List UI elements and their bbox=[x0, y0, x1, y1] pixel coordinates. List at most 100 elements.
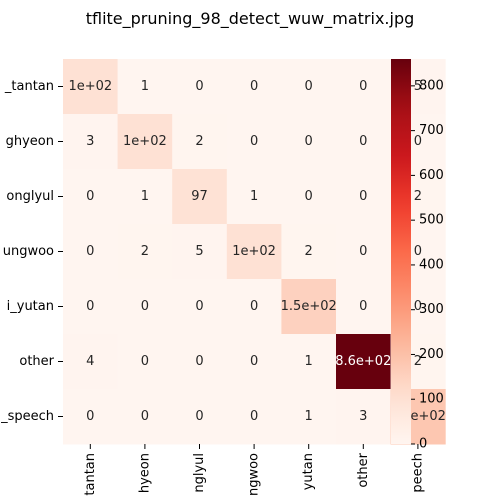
heatmap-cell-5-1 bbox=[117, 334, 173, 390]
heatmap-cell-5-3 bbox=[226, 334, 282, 390]
heatmap-grid: 1e+02 1 0 0 0 0 53 1e+02 2 0 0 0 00 1 97 1 0 0 20 2 5 1e+02 2 0… bbox=[63, 59, 446, 445]
cell-value-label-2-4: 0 bbox=[305, 189, 313, 204]
cell-value-label-3-6: 0 bbox=[414, 244, 422, 259]
cell-value-label-0-2: 0 bbox=[195, 79, 203, 94]
heatmap-cell-1-3 bbox=[226, 114, 282, 170]
heatmap-cell-1-4 bbox=[281, 114, 337, 170]
heatmap-cell-4-0 bbox=[63, 279, 119, 335]
colorbar-tick-label-5: 500 bbox=[419, 213, 444, 228]
cell-value-label-2-2: 97 bbox=[191, 189, 208, 204]
colorbar-tick-label-6: 600 bbox=[419, 168, 444, 183]
cell-value-label-3-5: 0 bbox=[359, 244, 367, 259]
colorbar-tick-label-4: 400 bbox=[419, 257, 444, 272]
cell-value-label-3-1: 2 bbox=[141, 244, 149, 259]
heatmap-cell-5-2 bbox=[172, 334, 228, 390]
cell-value-label-2-0: 0 bbox=[86, 189, 94, 204]
heatmap-cell-6-2 bbox=[172, 389, 228, 445]
heatmap-cell-3-3 bbox=[226, 224, 282, 280]
heatmap-cell-6-4 bbox=[281, 389, 337, 445]
heatmap-cell-5-4 bbox=[281, 334, 337, 390]
cell-value-label-6-1: 0 bbox=[141, 409, 149, 424]
cell-value-label-6-2: 0 bbox=[195, 409, 203, 424]
heatmap-cell-0-3 bbox=[226, 59, 282, 115]
cell-value-label-1-5: 0 bbox=[359, 134, 367, 149]
cell-value-label-1-3: 0 bbox=[250, 134, 258, 149]
heatmap-cell-6-3 bbox=[226, 389, 282, 445]
cell-value-label-0-5: 0 bbox=[359, 79, 367, 94]
colorbar-tick-label-2: 200 bbox=[419, 347, 444, 362]
cell-value-label-2-1: 1 bbox=[141, 189, 149, 204]
x-tick-label-2: nglyul bbox=[192, 453, 207, 493]
cell-value-label-1-4: 0 bbox=[305, 134, 313, 149]
y-tick-label-1: ghyeon bbox=[6, 134, 54, 149]
y-tick-label-2: onglyul bbox=[6, 189, 54, 204]
x-tick-label-1: hyeon bbox=[137, 453, 152, 493]
cell-value-label-4-1: 0 bbox=[141, 299, 149, 314]
cell-value-label-5-2: 0 bbox=[195, 354, 203, 369]
x-tick-label-3: ngwoo bbox=[247, 453, 262, 496]
heatmap-cell-4-3 bbox=[226, 279, 282, 335]
cell-value-label-4-6: 0 bbox=[414, 299, 422, 314]
cell-value-label-1-2: 2 bbox=[195, 134, 203, 149]
heatmap-cell-1-2 bbox=[172, 114, 228, 170]
heatmap-cell-2-0 bbox=[63, 169, 119, 225]
colorbar-tick-label-3: 300 bbox=[419, 302, 444, 317]
heatmap-cell-4-5 bbox=[336, 279, 392, 335]
cell-value-label-3-2: 5 bbox=[195, 244, 203, 259]
y-tick-label-6: _speech bbox=[0, 409, 54, 424]
heatmap-cell-2-4 bbox=[281, 169, 337, 225]
heatmap-cell-1-1 bbox=[117, 114, 173, 170]
cell-value-label-0-1: 1 bbox=[141, 79, 149, 94]
y-tick-label-4: i_yutan bbox=[7, 299, 54, 314]
cell-value-label-3-0: 0 bbox=[86, 244, 94, 259]
x-tick-label-0: tantan bbox=[83, 453, 98, 496]
cell-value-label-4-3: 0 bbox=[250, 299, 258, 314]
cell-value-label-5-6: 2 bbox=[414, 354, 422, 369]
colorbar: 0 100 200 300 400 500 600 700 800 bbox=[391, 59, 444, 452]
x-tick-label-4: yutan bbox=[301, 453, 316, 490]
x-tick-label-6: peech bbox=[410, 453, 425, 493]
cell-value-label-6-5: 3 bbox=[359, 409, 367, 424]
cell-value-label-1-0: 3 bbox=[86, 134, 94, 149]
cell-value-label-2-6: 2 bbox=[414, 189, 422, 204]
y-tick-label-0: _tantan bbox=[4, 79, 54, 94]
y-tick-label-5: other bbox=[19, 354, 54, 369]
cell-value-label-0-4: 0 bbox=[305, 79, 313, 94]
cell-value-label-0-6: 5 bbox=[414, 79, 422, 94]
cell-value-label-3-4: 2 bbox=[305, 244, 313, 259]
cell-value-label-4-0: 0 bbox=[86, 299, 94, 314]
cell-value-label-5-4: 1 bbox=[305, 354, 313, 369]
cell-value-label-2-3: 1 bbox=[250, 189, 258, 204]
heatmap-cell-6-5 bbox=[336, 389, 392, 445]
colorbar-gradient bbox=[391, 59, 411, 444]
heatmap-cell-6-0 bbox=[63, 389, 119, 445]
x-tick-labels: tantan hyeon nglyul ngwoo yutan other peech bbox=[83, 444, 425, 496]
colorbar-tick-label-1: 100 bbox=[419, 392, 444, 407]
cell-value-label-3-3: 1e+02 bbox=[232, 244, 276, 259]
heatmap-cell-3-4 bbox=[281, 224, 337, 280]
cell-value-label-4-2: 0 bbox=[195, 299, 203, 314]
cell-value-label-6-0: 0 bbox=[86, 409, 94, 424]
heatmap-cell-0-4 bbox=[281, 59, 337, 115]
heatmap-cell-0-2 bbox=[172, 59, 228, 115]
colorbar-tick-label-8: 800 bbox=[419, 78, 444, 93]
x-tick-label-5: other bbox=[356, 452, 371, 487]
heatmap-cell-5-5 bbox=[336, 334, 392, 390]
heatmap-cell-4-1 bbox=[117, 279, 173, 335]
heatmap-cell-2-1 bbox=[117, 169, 173, 225]
chart-title: tflite_pruning_98_detect_wuw_matrix.jpg bbox=[86, 9, 415, 29]
heatmap-cell-2-2 bbox=[172, 169, 228, 225]
cell-value-label-5-5: 8.6e+02 bbox=[335, 354, 391, 369]
heatmap-cell-3-0 bbox=[63, 224, 119, 280]
heatmap-cell-4-4 bbox=[281, 279, 337, 335]
heatmap-cell-3-5 bbox=[336, 224, 392, 280]
heatmap-cell-1-0 bbox=[63, 114, 119, 170]
cell-value-label-5-1: 0 bbox=[141, 354, 149, 369]
heatmap-cell-2-5 bbox=[336, 169, 392, 225]
heatmap-cell-4-2 bbox=[172, 279, 228, 335]
heatmap-cell-3-2 bbox=[172, 224, 228, 280]
cell-value-label-6-4: 1 bbox=[305, 409, 313, 424]
colorbar-tick-label-7: 700 bbox=[419, 123, 444, 138]
